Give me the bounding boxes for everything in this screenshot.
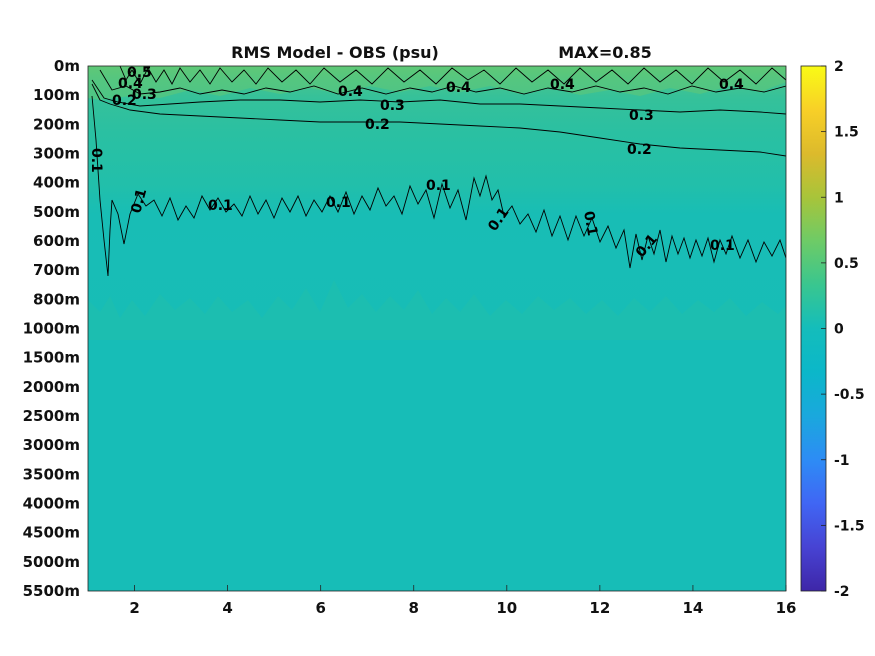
x-tick-label: 4 [222,599,232,617]
contour-label: 0.3 [132,87,157,103]
colorbar-tick-label: 1 [834,190,844,206]
contour-label: 0.4 [719,77,744,93]
y-tick-label: 2000m [23,378,80,396]
x-tick-label: 16 [776,599,797,617]
colorbar-tick-label: 1.5 [834,125,859,141]
y-tick-label: 800m [33,290,80,308]
colorbar-tick-label: 0 [834,322,844,338]
contour-label: 0.1 [128,187,150,215]
contour-label: 0.1 [426,178,451,194]
x-tick-label: 8 [409,599,419,617]
contour-label: 0.2 [112,93,137,109]
colorbar-tick-label: -1 [834,453,850,469]
contour-label: 0.1 [710,238,735,254]
y-tick-label: 600m [33,232,80,250]
contour-labels: 0.5 0.4 0.3 0.2 0.4 0.3 0.2 0.4 0.4 0.3 … [88,65,744,261]
contour-label: 0.4 [118,76,143,92]
contour-lines [91,66,786,277]
y-tick-label: 500m [33,203,80,221]
contour-0.2 [91,83,786,157]
y-tick-label: 5000m [23,553,80,571]
heatmap-upper-field [88,66,786,336]
y-tick-label: 5500m [23,582,80,600]
y-tick-label: 1000m [23,320,80,338]
y-tick-label: 200m [33,115,80,133]
x-tick-label: 10 [496,599,517,617]
heatmap-jagged-transition [88,280,786,340]
contour-label: 0.2 [365,117,390,133]
contour-label: 0.4 [338,84,363,100]
colorbar-tick-label: -2 [834,584,850,600]
contour-label: 0.3 [629,108,654,124]
contour-label: 0.2 [627,142,652,158]
x-tick-label: 6 [315,599,325,617]
x-tick-label: 14 [682,599,703,617]
plot-frame [87,65,787,592]
contour-label: 0.1 [580,210,600,237]
y-tick-label: 0m [54,57,80,75]
y-axis: 0m 100m 200m 300m 400m 500m 600m 700m 800m 1000m 1… [23,57,80,600]
colorbar-gradient [800,65,827,592]
y-tick-label: 100m [33,86,80,104]
colorbar-tick-label: 0.5 [834,256,859,272]
colorbar-tick-label: -1.5 [834,518,865,534]
chart-title: RMS Model - OBS (psu) [231,43,439,62]
colorbar: 2 1.5 1 0.5 0 -0.5 -1 -1.5 -2 [800,59,865,600]
plot-area [88,66,786,591]
contour-label: 0.1 [88,148,104,173]
contour-0.5 [119,66,786,85]
y-tick-label: 1500m [23,349,80,367]
contour-label: 0.3 [380,98,405,114]
contour-label: 0.5 [127,65,152,81]
colorbar-tick-label: 2 [834,59,844,75]
y-tick-label: 3500m [23,465,80,483]
y-tick-label: 2500m [23,407,80,425]
y-tick-label: 4500m [23,524,80,542]
max-label: MAX=0.85 [558,43,652,62]
y-tick-label: 300m [33,145,80,163]
contour-0.3 [91,79,786,115]
colorbar-tick-label: -0.5 [834,387,865,403]
contour-label: 0.1 [326,195,351,211]
y-tick-label: 3000m [23,436,80,454]
contour-label: 0.1 [208,198,233,214]
x-tick-label: 12 [589,599,610,617]
contour-label: 0.4 [446,80,471,96]
y-tick-label: 4000m [23,495,80,513]
contour-0.4 [99,69,786,95]
contour-label: 0.4 [550,77,575,93]
y-tick-label: 700m [33,261,80,279]
y-tick-label: 400m [33,174,80,192]
x-axis: 2 4 6 8 10 12 14 16 [129,585,796,617]
colorbar-ticks: 2 1.5 1 0.5 0 -0.5 -1 -1.5 -2 [821,59,865,600]
x-tick-label: 2 [129,599,139,617]
contour-0.1 [91,95,786,277]
